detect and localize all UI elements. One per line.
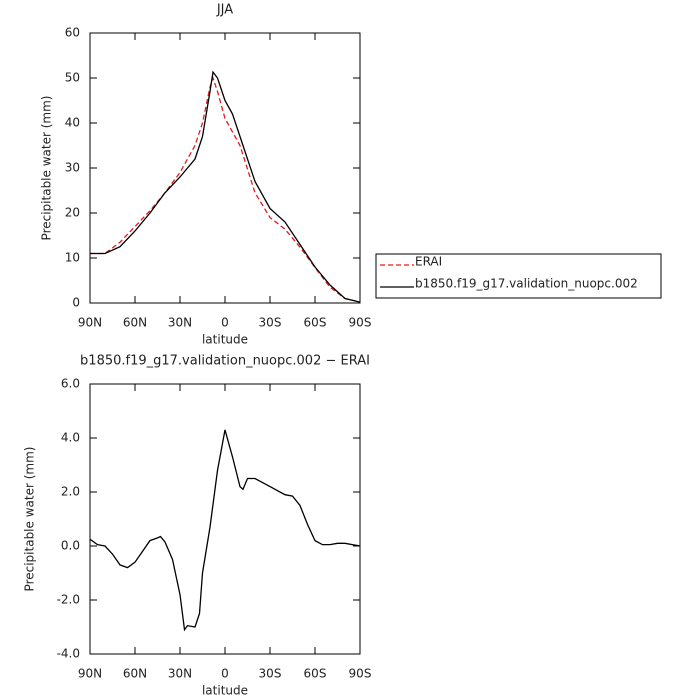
y-tick-label: 50 bbox=[65, 71, 80, 85]
x-tick-label: 30N bbox=[168, 667, 192, 681]
x-tick-label: 30N bbox=[168, 316, 192, 330]
x-tick-label: 0 bbox=[221, 667, 229, 681]
plot-frame bbox=[89, 383, 361, 655]
y-tick-label: 0 bbox=[72, 296, 80, 310]
plot-frame bbox=[89, 32, 361, 304]
y-tick-label: 0.0 bbox=[61, 539, 80, 553]
y-tick-label: 4.0 bbox=[61, 431, 80, 445]
legend-box bbox=[375, 253, 662, 299]
series-line bbox=[89, 429, 361, 632]
x-tick-label: 0 bbox=[221, 316, 229, 330]
y-tick-label: 40 bbox=[65, 116, 80, 130]
series-line bbox=[90, 75, 361, 303]
x-tick-label: 90N bbox=[78, 316, 102, 330]
x-axis-label: latitude bbox=[202, 333, 248, 347]
x-tick-label: 60S bbox=[304, 316, 327, 330]
y-tick-label: 6.0 bbox=[61, 377, 80, 391]
chart-title: JJA bbox=[216, 3, 233, 18]
y-tick-label: -4.0 bbox=[57, 647, 80, 661]
x-tick-label: 60S bbox=[304, 667, 327, 681]
series-line bbox=[90, 70, 361, 303]
x-tick-label: 30S bbox=[259, 667, 282, 681]
x-axis-label: latitude bbox=[202, 684, 248, 698]
y-tick-label: 2.0 bbox=[61, 485, 80, 499]
x-tick-label: 90S bbox=[349, 667, 372, 681]
x-tick-label: 60N bbox=[123, 316, 147, 330]
x-tick-label: 30S bbox=[259, 316, 282, 330]
y-tick-label: -2.0 bbox=[57, 593, 80, 607]
y-tick-label: 30 bbox=[65, 161, 80, 175]
y-tick-label: 60 bbox=[65, 26, 80, 40]
x-tick-label: 90S bbox=[349, 316, 372, 330]
y-tick-label: 20 bbox=[65, 206, 80, 220]
y-axis-label: Precipitable water (mm) bbox=[40, 96, 54, 241]
legend-label: ERAI bbox=[415, 255, 442, 269]
y-tick-label: 10 bbox=[65, 251, 80, 265]
y-axis-label: Precipitable water (mm) bbox=[23, 447, 37, 592]
x-tick-label: 90N bbox=[78, 667, 102, 681]
chart-title: b1850.f19_g17.validation_nuopc.002 − ERA… bbox=[80, 354, 370, 369]
x-tick-label: 60N bbox=[123, 667, 147, 681]
legend-label: b1850.f19_g17.validation_nuopc.002 bbox=[415, 277, 638, 291]
